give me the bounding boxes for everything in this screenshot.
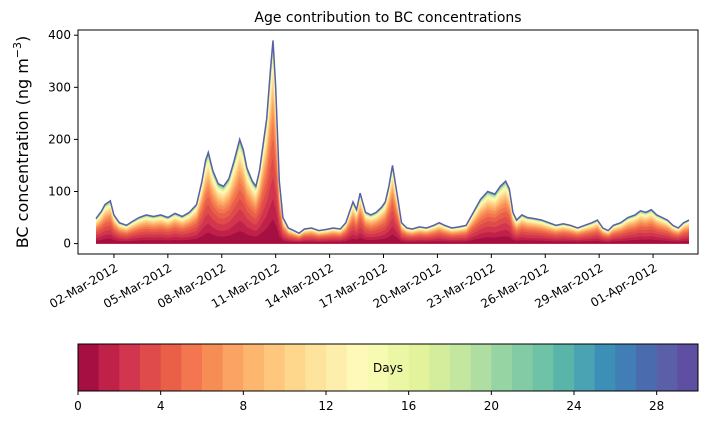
colorbar-cell <box>305 344 327 391</box>
y-tick-label: 100 <box>48 184 71 198</box>
y-tick-label: 300 <box>48 80 71 94</box>
colorbar-cell <box>594 344 616 391</box>
colorbar-frame <box>77 343 699 392</box>
y-axis-label: BC concentration (ng m−3) <box>11 36 32 249</box>
y-tick-label: 0 <box>63 237 71 251</box>
colorbar-cell <box>160 344 182 391</box>
colorbar-cell <box>532 344 554 391</box>
colorbar-cell <box>677 344 699 391</box>
colorbar-cell <box>491 344 513 391</box>
colorbar-tick-label: 8 <box>240 399 248 413</box>
colorbar-ticks: 0 4 8 12 16 20 24 28 <box>74 391 664 413</box>
colorbar-cell <box>408 344 430 391</box>
age-band-day-0 <box>96 219 689 244</box>
colorbar-tick-label: 16 <box>401 399 416 413</box>
colorbar-cell <box>470 344 492 391</box>
y-axis-label-close: ) <box>13 36 32 42</box>
colorbar-cell <box>615 344 637 391</box>
colorbar-tick-label: 20 <box>484 399 499 413</box>
chart-title: Age contribution to BC concentrations <box>254 10 521 26</box>
colorbar-tick-label: 4 <box>157 399 165 413</box>
colorbar-cell <box>553 344 575 391</box>
colorbar-cell <box>636 344 658 391</box>
colorbar-cells <box>78 344 699 391</box>
colorbar-cell <box>388 344 410 391</box>
colorbar-cell <box>450 344 472 391</box>
colorbar-tick-label: 0 <box>74 399 82 413</box>
colorbar-cell <box>512 344 534 391</box>
colorbar-cell <box>346 344 368 391</box>
colorbar-cell <box>222 344 244 391</box>
age-band-day-1 <box>96 198 689 244</box>
colorbar-cell <box>284 344 306 391</box>
colorbar-cell <box>264 344 286 391</box>
colorbar-cell <box>140 344 162 391</box>
y-axis-ticks: 0 100 200 300 400 <box>48 28 78 251</box>
colorbar-cell <box>367 344 389 391</box>
colorbar-cell <box>98 344 120 391</box>
colorbar-cell <box>656 344 678 391</box>
colorbar-cell <box>202 344 224 391</box>
y-tick-label: 400 <box>48 28 71 42</box>
y-axis-label-superscript: −3 <box>11 42 24 58</box>
colorbar-cell <box>243 344 265 391</box>
colorbar-cell <box>326 344 348 391</box>
colorbar-label: Days <box>373 361 403 375</box>
age-contribution-areas <box>95 40 690 244</box>
colorbar-cell <box>78 344 100 391</box>
colorbar-tick-label: 24 <box>566 399 581 413</box>
colorbar-cell <box>119 344 141 391</box>
x-axis-ticks: 02-Mar-201205-Mar-201208-Mar-201211-Mar-… <box>47 254 659 311</box>
colorbar-tick-label: 28 <box>649 399 664 413</box>
colorbar-cell <box>574 344 596 391</box>
axes-frame <box>77 29 699 255</box>
plot-area <box>77 29 699 255</box>
y-tick-label: 200 <box>48 132 71 146</box>
colorbar: Days 0 4 8 12 16 20 24 28 <box>74 343 699 413</box>
colorbar-tick-label: 12 <box>318 399 333 413</box>
colorbar-cell <box>181 344 203 391</box>
colorbar-cell <box>429 344 451 391</box>
total-line <box>95 40 690 235</box>
y-axis-label-main: BC concentration (ng m <box>13 58 32 248</box>
